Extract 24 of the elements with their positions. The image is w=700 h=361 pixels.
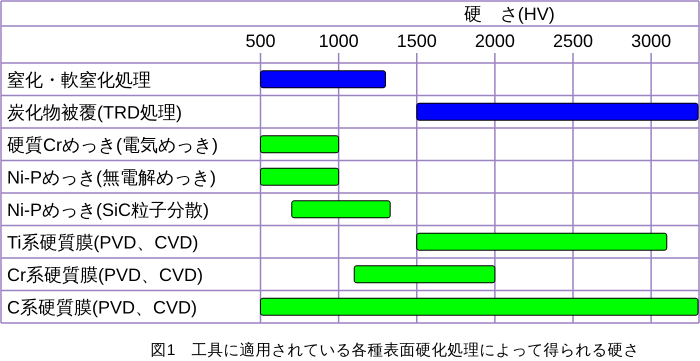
x-tick-label: 1000 bbox=[318, 31, 359, 51]
x-tick-label: 3000 bbox=[631, 31, 672, 51]
bar bbox=[291, 200, 391, 218]
x-tick-label: 2000 bbox=[474, 31, 515, 51]
x-tick-label: 500 bbox=[245, 31, 276, 51]
bar bbox=[354, 265, 496, 284]
x-tick-label: 2500 bbox=[552, 31, 594, 51]
y-tick-label: Ni-Pめっき(無電解めっき) bbox=[7, 167, 216, 188]
caption: 図1 工具に適用されている各種表面硬化処理によって得られる硬さ bbox=[150, 341, 640, 359]
bar bbox=[260, 298, 698, 316]
y-tick-label: 炭化物被覆(TRD処理) bbox=[7, 102, 182, 122]
y-tick-label: C系硬質膜(PVD、CVD) bbox=[7, 297, 198, 318]
y-tick-label: 硬質Crめっき(電気めっき) bbox=[7, 134, 218, 155]
y-tick-label: Ni-Pめっき(SiC粒子分散) bbox=[7, 200, 209, 220]
bar bbox=[260, 70, 386, 88]
bar bbox=[416, 232, 668, 251]
y-tick-label: Ti系硬質膜(PVD、CVD) bbox=[7, 232, 198, 252]
y-tick-label: Cr系硬質膜(PVD、CVD) bbox=[7, 264, 203, 285]
bar bbox=[260, 135, 340, 154]
bar bbox=[416, 102, 698, 121]
bar bbox=[260, 168, 340, 186]
x-axis-title: 硬 さ(HV) bbox=[464, 4, 555, 24]
x-tick-label: 1500 bbox=[396, 31, 437, 51]
y-tick-label: 窒化・軟窒化処理 bbox=[7, 70, 151, 90]
